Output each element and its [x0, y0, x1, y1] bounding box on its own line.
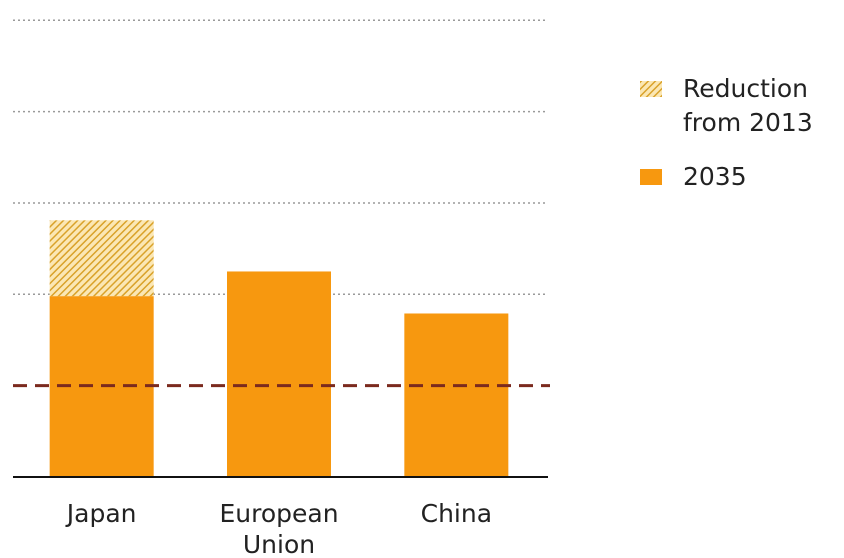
- x-tick-label: European Union: [219, 499, 339, 558]
- legend-swatch: [640, 169, 662, 185]
- legend-swatch: [640, 81, 662, 97]
- bar-segment: [227, 271, 331, 477]
- bar-segment: [404, 313, 509, 477]
- bar-segment: [49, 220, 154, 297]
- legend-label: Reduction from 2013: [683, 74, 813, 137]
- x-tick-label: Japan: [66, 499, 137, 528]
- x-tick-label: China: [420, 499, 493, 528]
- legend-label: 2035: [683, 162, 747, 191]
